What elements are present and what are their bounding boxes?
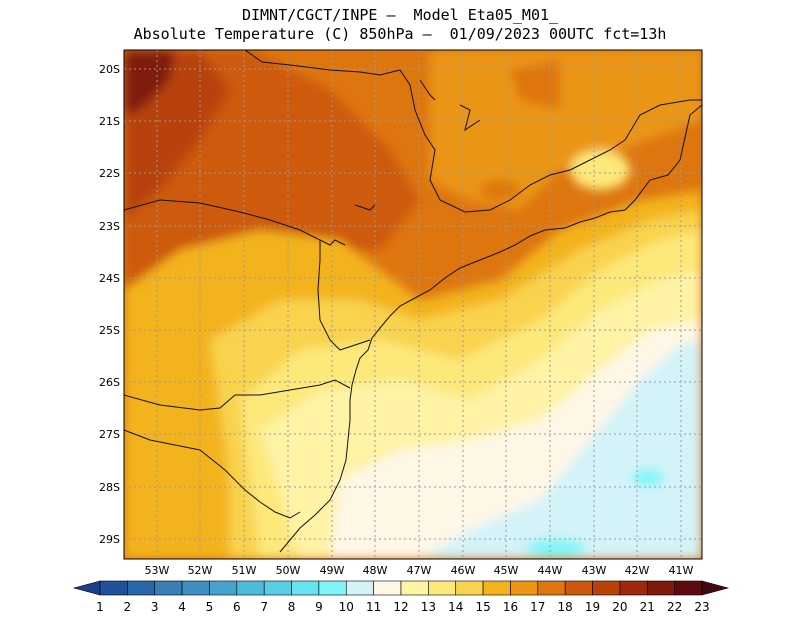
- title-line-1: DIMNT/CGCT/INPE – Model Eta05_M01_: [241, 6, 559, 24]
- lat-label: 21S: [99, 115, 120, 128]
- colorbar-swatch: [263, 580, 292, 596]
- colorbar-swatch: [291, 580, 320, 596]
- latitude-labels: 20S 21S 22S 23S 24S 25S 26S 27S 28S 29S: [99, 63, 120, 546]
- colorbar-label: 12: [393, 600, 408, 614]
- colorbar-label: 13: [421, 600, 436, 614]
- colorbar-swatch: [564, 580, 593, 596]
- lat-label: 28S: [99, 481, 120, 494]
- colorbar-label: 17: [530, 600, 545, 614]
- lon-label: 42W: [625, 564, 650, 577]
- colorbar-label: 10: [339, 600, 354, 614]
- colorbar-swatch: [236, 580, 265, 596]
- lon-label: 41W: [669, 564, 694, 577]
- colorbar-swatch: [674, 580, 703, 596]
- colorbar-swatch: [537, 580, 566, 596]
- colorbar-swatch: [209, 580, 238, 596]
- colorbar-label: 15: [475, 600, 490, 614]
- colorbar-swatch: [646, 580, 675, 596]
- colorbar-swatch: [181, 580, 210, 596]
- title-line-2: Absolute Temperature (C) 850hPa – 01/09/…: [133, 25, 667, 43]
- map-frame: [123, 49, 703, 560]
- lat-label: 27S: [99, 428, 120, 441]
- lon-label: 51W: [232, 564, 257, 577]
- colorbar-swatch: [455, 580, 484, 596]
- longitude-labels: 53W 52W 51W 50W 49W 48W 47W 46W 45W 44W …: [145, 564, 694, 577]
- colorbar-swatch: [345, 580, 374, 596]
- colorbar-swatch: [99, 580, 128, 596]
- lon-label: 45W: [494, 564, 519, 577]
- colorbar-swatch: [592, 580, 621, 596]
- colorbar-swatch: [127, 580, 156, 596]
- colorbar-arrow-low: [72, 580, 101, 596]
- lon-label: 46W: [451, 564, 476, 577]
- lat-label: 29S: [99, 533, 120, 546]
- lon-label: 48W: [363, 564, 388, 577]
- lat-label: 23S: [99, 220, 120, 233]
- lon-label: 49W: [320, 564, 345, 577]
- lon-label: 52W: [188, 564, 213, 577]
- colorbar-label: 16: [503, 600, 518, 614]
- colorbar-label: 3: [151, 600, 159, 614]
- colorbar-label: 23: [694, 600, 709, 614]
- lat-label: 26S: [99, 376, 120, 389]
- colorbar-label: 6: [233, 600, 241, 614]
- graticule: [124, 50, 702, 559]
- lat-label: 20S: [99, 63, 120, 76]
- colorbar-label: 7: [260, 600, 268, 614]
- colorbar-label: 11: [366, 600, 381, 614]
- colorbar-swatch: [400, 580, 429, 596]
- colorbar-swatch: [373, 580, 402, 596]
- colorbar-arrow-high: [701, 580, 730, 596]
- colorbar-swatch: [510, 580, 539, 596]
- colorbar-swatch: [428, 580, 457, 596]
- colorbar-label: 1: [96, 600, 104, 614]
- colorbar: 1 2 3 4 5 6 7 8 9 10 11 12 13 14 15 16 17 18 19 20 21 22 23: [72, 580, 730, 614]
- lon-label: 44W: [538, 564, 563, 577]
- colorbar-label: 22: [667, 600, 682, 614]
- colorbar-label: 8: [288, 600, 296, 614]
- coastline-borders: [124, 50, 702, 553]
- lat-label: 25S: [99, 324, 120, 337]
- lon-label: 50W: [276, 564, 301, 577]
- lon-label: 47W: [407, 564, 432, 577]
- colorbar-label: 4: [178, 600, 186, 614]
- colorbar-label: 18: [558, 600, 573, 614]
- colorbar-label: 5: [206, 600, 214, 614]
- lon-label: 43W: [582, 564, 607, 577]
- lat-label: 24S: [99, 272, 120, 285]
- colorbar-swatch: [619, 580, 648, 596]
- colorbar-label: 2: [124, 600, 132, 614]
- colorbar-swatch: [482, 580, 511, 596]
- colorbar-label: 9: [315, 600, 323, 614]
- colorbar-swatch: [154, 580, 183, 596]
- lat-label: 22S: [99, 167, 120, 180]
- colorbar-label: 19: [585, 600, 600, 614]
- lon-label: 53W: [145, 564, 170, 577]
- colorbar-label: 20: [612, 600, 627, 614]
- temperature-field: [124, 50, 702, 559]
- colorbar-label: 21: [640, 600, 655, 614]
- colorbar-label: 14: [448, 600, 463, 614]
- colorbar-swatch: [318, 580, 347, 596]
